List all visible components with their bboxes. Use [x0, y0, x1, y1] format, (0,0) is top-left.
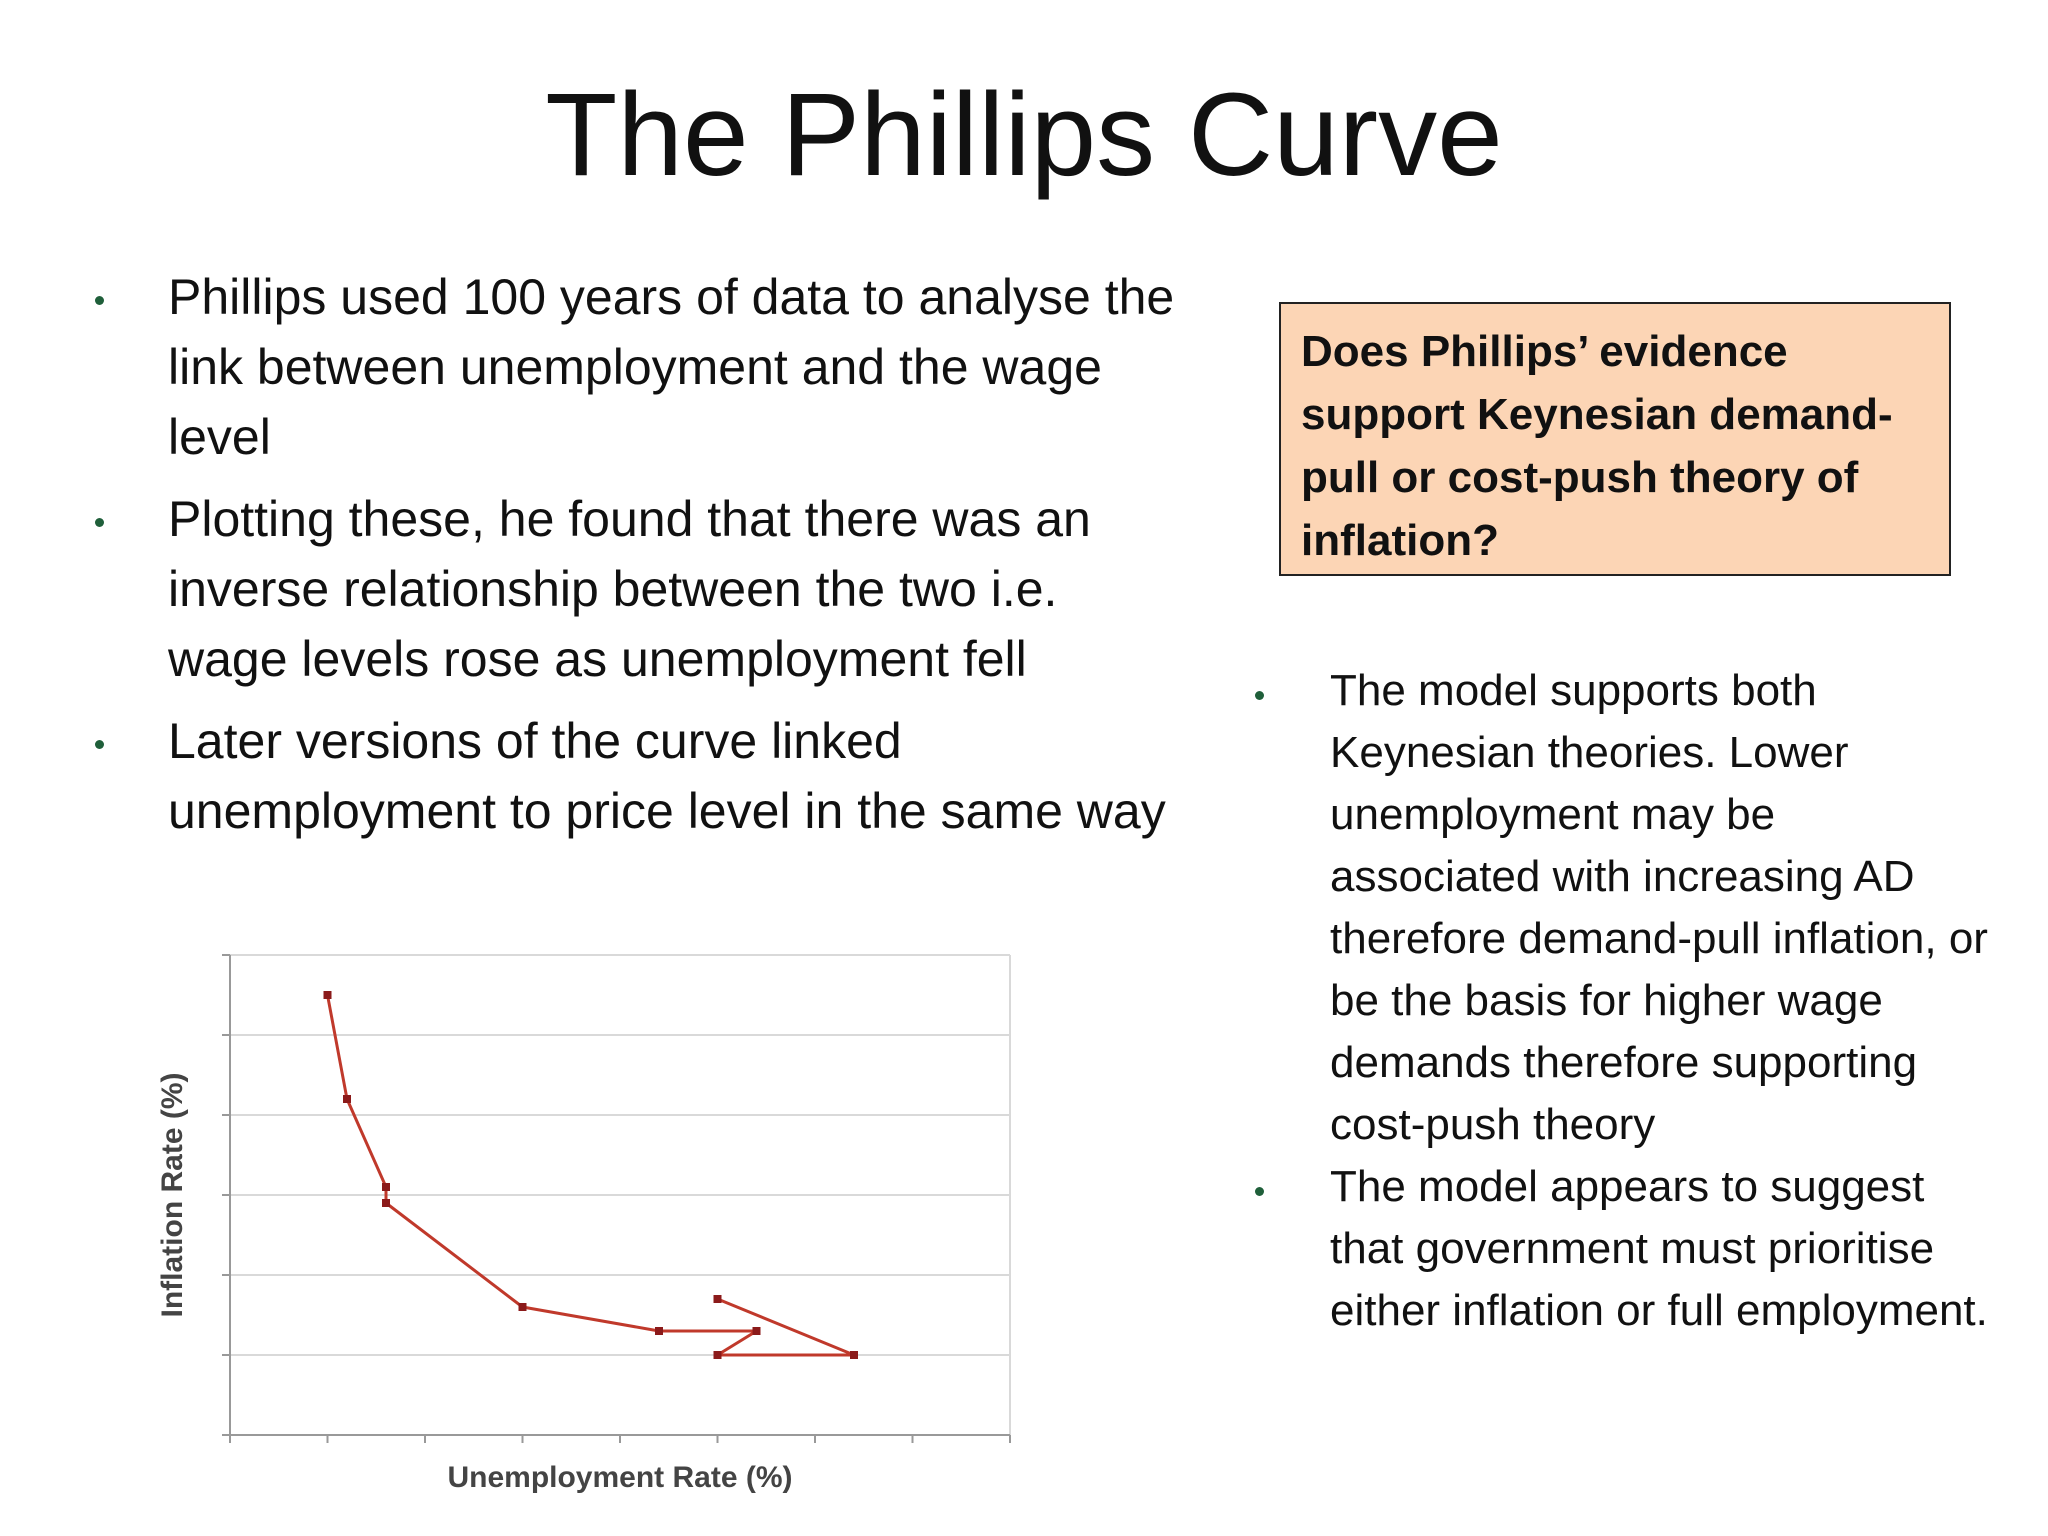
left-bullet-1: Phillips used 100 years of data to analy… [95, 262, 1175, 472]
x-axis-label: Unemployment Rate (%) [447, 1461, 792, 1494]
chart-ticks [222, 954, 1011, 1443]
right-bullet-2: The model appears to suggest that govern… [1255, 1156, 1995, 1342]
phillips-curve-chart: Unemployment Rate (%) Inflation Rate (%) [160, 954, 1011, 1494]
right-bullet-text: The model appears to suggest that govern… [1330, 1162, 1988, 1335]
data-point-3 [382, 1183, 390, 1191]
data-point-9 [850, 1351, 858, 1359]
left-bullet-3: Later versions of the curve linked unemp… [95, 706, 1175, 846]
data-point-2 [343, 1095, 351, 1103]
data-point-6 [655, 1327, 663, 1335]
left-bullet-text: Phillips used 100 years of data to analy… [168, 269, 1175, 465]
bullet-dot-icon [95, 740, 104, 749]
left-bullet-text: Later versions of the curve linked unemp… [168, 713, 1166, 839]
y-axis-label: Inflation Rate (%) [160, 1073, 189, 1318]
chart-data-points [323, 991, 858, 1359]
data-point-5 [518, 1303, 527, 1311]
bullet-dot-icon [1255, 1187, 1264, 1196]
data-point-8 [713, 1351, 722, 1359]
left-bullet-2: Plotting these, he found that there was … [95, 484, 1175, 694]
right-bullet-1: The model supports both Keynesian theori… [1255, 660, 1995, 1156]
bullet-dot-icon [1255, 691, 1264, 700]
left-bullet-text: Plotting these, he found that there was … [168, 491, 1091, 687]
slide-title: The Phillips Curve [545, 69, 1503, 201]
phillips-series-line [326, 994, 856, 1357]
left-bullet-list: Phillips used 100 years of data to analy… [95, 262, 1175, 890]
question-box: Does Phillips’ evidence support Keynesia… [1279, 302, 1951, 576]
right-bullet-list: The model supports both Keynesian theori… [1255, 660, 1995, 1342]
data-point-4 [382, 1199, 390, 1207]
data-point-10 [713, 1295, 722, 1303]
data-point-1 [323, 991, 332, 999]
right-bullet-text: The model supports both Keynesian theori… [1330, 666, 1988, 1149]
bullet-dot-icon [95, 518, 104, 527]
bullet-dot-icon [95, 296, 104, 305]
data-point-7 [752, 1327, 761, 1335]
chart-gridlines [230, 954, 1011, 1435]
